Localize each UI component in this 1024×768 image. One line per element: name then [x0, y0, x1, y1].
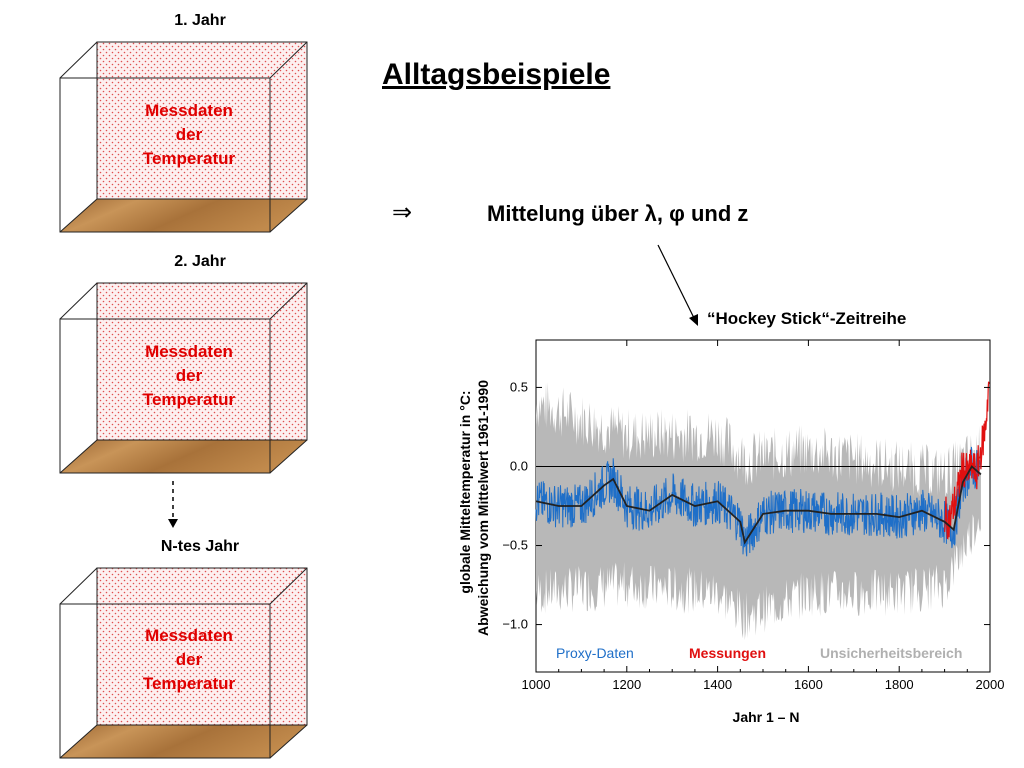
- box-1-line2: der: [175, 125, 203, 144]
- x-tick-label: 1400: [703, 677, 732, 692]
- smoothed-series-line: [535, 465, 982, 545]
- legend-proxy: Proxy-Daten: [556, 645, 634, 661]
- box-2-line1: Messdaten: [145, 342, 233, 361]
- box-2-line2: der: [175, 366, 203, 385]
- box-n-label: N-tes Jahr: [160, 538, 240, 555]
- box-2-line3: Temperatur: [142, 390, 236, 409]
- x-tick-label: 1000: [522, 677, 551, 692]
- x-axis-label: Jahr 1 – N: [733, 709, 800, 725]
- box-n-text: Messdaten der Temperatur: [104, 624, 274, 696]
- hockey-stick-label: “Hockey Stick“-Zeitreihe: [707, 309, 907, 328]
- wood-floor-2: [60, 440, 307, 473]
- legend-messungen: Messungen: [689, 645, 766, 661]
- box-1-text: Messdaten der Temperatur: [104, 99, 274, 171]
- legend-uncertainty: Unsicherheitsbereich: [820, 645, 962, 661]
- slide-title: Alltagsbeispiele: [382, 58, 611, 91]
- box-n-line3: Temperatur: [142, 674, 236, 693]
- x-tick-label: 1600: [794, 677, 823, 692]
- x-tick-label: 2000: [976, 677, 1005, 692]
- wood-floor-1: [60, 199, 307, 232]
- x-tick-label: 1800: [885, 677, 914, 692]
- measurement-series-line: [944, 381, 990, 540]
- box-1-line1: Messdaten: [145, 101, 233, 120]
- wood-floor-n: [60, 725, 307, 758]
- proxy-series-line: [535, 446, 982, 557]
- box-2-label: 2. Jahr: [174, 253, 226, 270]
- y-tick-label: 0.5: [510, 379, 528, 394]
- box-n-line2: der: [175, 650, 203, 669]
- box-1-drawing: [59, 41, 308, 233]
- y-tick-label: −0.5: [502, 538, 528, 553]
- box-n-line1: Messdaten: [145, 626, 233, 645]
- mittelung-text: Mittelung über λ, φ und z: [487, 201, 749, 226]
- box-1-line3: Temperatur: [142, 149, 236, 168]
- implies-arrow-icon: ⇒: [392, 199, 413, 226]
- box-1-label: 1. Jahr: [174, 12, 226, 29]
- dashed-down-arrow: [168, 481, 178, 528]
- box-2-text: Messdaten der Temperatur: [104, 340, 274, 412]
- box-n-drawing: [59, 567, 308, 759]
- x-tick-label: 1200: [612, 677, 641, 692]
- y-tick-label: −1.0: [502, 617, 528, 632]
- y-axis-label-line1: globale Mitteltemperatur in °C:: [457, 390, 473, 593]
- box-2-drawing: [59, 282, 308, 474]
- y-tick-label: 0.0: [510, 458, 528, 473]
- y-axis-label-line2: Abweichung vom Mittelwert 1961-1990: [475, 380, 491, 636]
